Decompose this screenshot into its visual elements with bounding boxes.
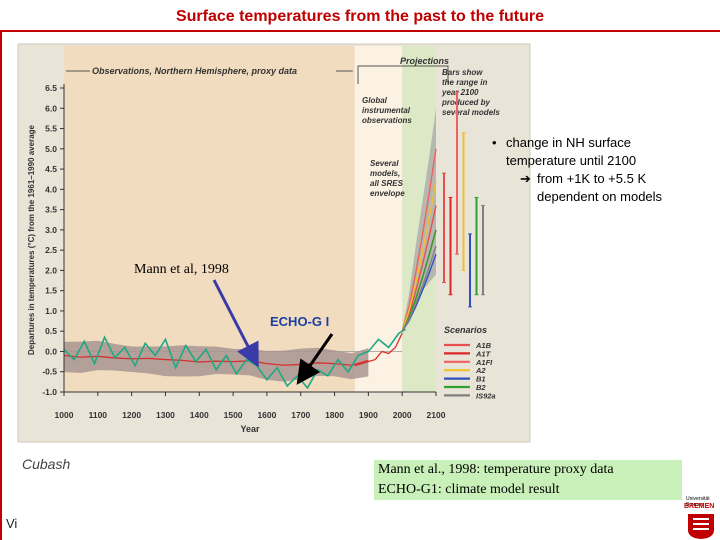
- footer-mark: Vi: [6, 516, 18, 531]
- slide-title: Surface temperatures from the past to th…: [175, 8, 545, 25]
- scenario-range-bars: [442, 91, 485, 308]
- y-tick-label: 4.0: [45, 184, 57, 194]
- models-callout-line: all SRES: [370, 179, 404, 188]
- axes: 6.5 6.0 5.5 5.0 4.5 4.0 3.5 3.0 2.5 2.0 1.5 1.0 0.5 0…: [27, 83, 446, 434]
- bars-callout-line: produced by: [441, 98, 491, 107]
- instrumental-label-line: Global: [362, 96, 388, 105]
- note-line-1: change in NH surface: [506, 135, 632, 150]
- x-tick-label: 1200: [122, 410, 141, 420]
- x-tick-label: 1900: [359, 410, 378, 420]
- region-backgrounds: [64, 46, 436, 392]
- bars-callout-line: year 2100: [441, 88, 479, 97]
- y-tick-label: 5.5: [45, 124, 57, 134]
- note-arrow: ➔: [520, 171, 531, 186]
- y-tick-label: 3.0: [45, 225, 57, 235]
- source-note-box: Mann et al., 1998: temperature proxy dat…: [374, 460, 682, 500]
- x-tick-label: 1700: [291, 410, 310, 420]
- y-tick-label: 1.0: [45, 306, 57, 316]
- y-tick-label: 6.0: [45, 103, 57, 113]
- y-tick-label: 2.0: [45, 265, 57, 275]
- x-tick-label: 1800: [325, 410, 344, 420]
- proxy-region-label: Observations, Northern Hemisphere, proxy…: [92, 66, 297, 76]
- echo-label: ECHO-G I: [270, 314, 330, 329]
- proxy-label-bg: [90, 63, 336, 77]
- legend-label-b1: B1: [476, 375, 486, 384]
- title-underline: [0, 30, 720, 32]
- y-tick-label: 3.5: [45, 205, 57, 215]
- models-callout-line: envelope: [370, 189, 405, 198]
- source-line-2: ECHO-G1: climate model result: [378, 482, 560, 497]
- y-tick-label: 2.5: [45, 245, 57, 255]
- bars-callout-line: several models: [442, 108, 500, 117]
- x-tick-label: 1100: [89, 410, 108, 420]
- projections-bracket: [357, 65, 449, 84]
- legend-label-a1b: A1B: [475, 341, 492, 350]
- bremen-logo-text: BREMEN: [684, 503, 715, 510]
- y-tick-label: 4.5: [45, 164, 57, 174]
- x-tick-label: 1600: [257, 410, 276, 420]
- scenario-line-a2: [401, 181, 437, 332]
- source-line-1: Mann et al., 1998: temperature proxy dat…: [378, 462, 614, 477]
- x-tick-label: 2100: [427, 410, 446, 420]
- note-line-2: temperature until 2100: [506, 153, 637, 168]
- legend-label-a2: A2: [475, 366, 486, 375]
- left-accent-bar: [0, 30, 2, 540]
- echo-arrow: [296, 333, 334, 385]
- y-tick-label: -0.5: [42, 367, 57, 377]
- series-line-2: [354, 332, 403, 367]
- region-labels: Observations, Northern Hemisphere, proxy…: [66, 56, 500, 198]
- bremen-logo-icon: [688, 514, 714, 539]
- legend-title: Scenarios: [444, 325, 487, 335]
- instrumental-label-line: observations: [362, 116, 412, 125]
- x-tick-label: 1300: [156, 410, 175, 420]
- bars-callout-line: the range in: [442, 78, 487, 87]
- legend-label-b2: B2: [476, 383, 486, 392]
- x-tick-label: 2000: [393, 410, 412, 420]
- note-line-3: from +1K to +5.5 K: [537, 171, 647, 186]
- author-credit: Cubash: [22, 456, 71, 472]
- scenario-line-is92a: [401, 245, 437, 332]
- note-line-4: dependent on models: [537, 189, 663, 204]
- legend-label-a1fi: A1FI: [475, 358, 493, 367]
- y-axis-title: Departures in temperatures (°C) from the…: [27, 124, 36, 355]
- y-tick-label: 5.0: [45, 144, 57, 154]
- scenario-line-a1fi: [401, 148, 437, 332]
- bars-callout-line: Bars show: [442, 68, 483, 77]
- y-tick-label: 0.0: [45, 346, 57, 356]
- series-lines: [63, 148, 437, 390]
- scenario-line-b2: [401, 229, 437, 332]
- models-callout-line: models,: [370, 169, 400, 178]
- series-line-1: [63, 328, 406, 390]
- x-tick-label: 1000: [55, 410, 74, 420]
- y-tick-label: 0.5: [45, 326, 57, 336]
- x-tick-label: 1500: [224, 410, 243, 420]
- mann-arrow: [212, 279, 259, 368]
- y-tick-label: 6.5: [45, 83, 57, 93]
- x-axis-title: Year: [240, 424, 260, 434]
- y-tick-label: -1.0: [42, 387, 57, 397]
- models-callout-line: Several: [370, 159, 399, 168]
- instrumental-region-bg: [354, 46, 403, 392]
- x-tick-label: 1400: [190, 410, 209, 420]
- legend-label-is92a: IS92a: [476, 391, 496, 400]
- scenario-line-a1b: [401, 205, 437, 332]
- mann-label: Mann et al, 1998: [134, 262, 229, 277]
- annotation-arrows: [212, 279, 334, 385]
- legend-label-a1t: A1T: [475, 349, 492, 358]
- y-tick-label: 1.5: [45, 286, 57, 296]
- projections-label: Projections: [400, 56, 449, 66]
- university-name: Universität Bremen: [686, 496, 710, 508]
- note-bullet: •: [492, 135, 497, 150]
- instrumental-label-line: instrumental: [362, 106, 411, 115]
- proxy-region-bg: [64, 46, 355, 392]
